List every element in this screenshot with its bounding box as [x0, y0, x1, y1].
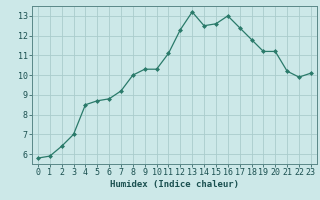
X-axis label: Humidex (Indice chaleur): Humidex (Indice chaleur)	[110, 180, 239, 189]
